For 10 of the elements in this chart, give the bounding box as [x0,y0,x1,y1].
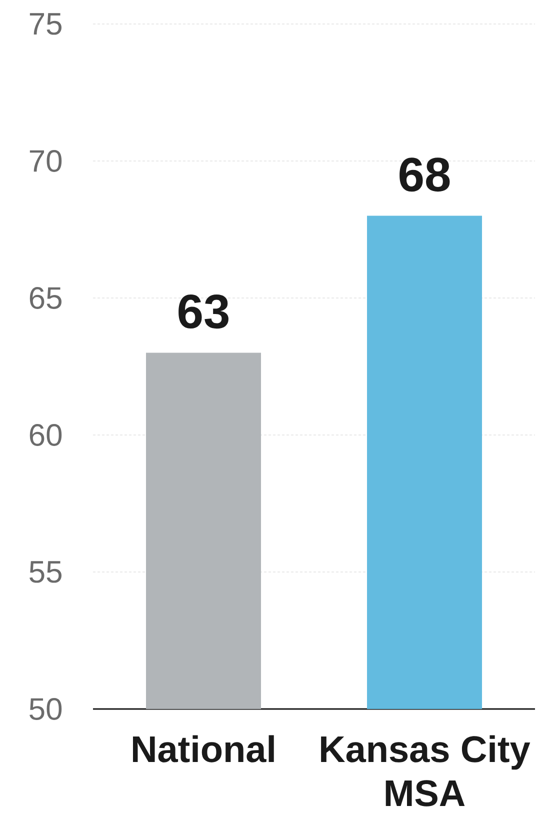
y-tick-label: 60 [30,424,62,446]
x-tick-label: Kansas City MSA [321,735,530,806]
y-tick-label: 50 [30,698,62,720]
y-tick-label: 70 [30,150,62,172]
data-label: 68 [400,158,450,192]
data-label: 63 [178,294,228,329]
y-tick-label: 75 [30,13,62,35]
y-tick-label: 55 [30,561,62,583]
x-tick-label: National [132,735,274,762]
y-tick-label: 65 [30,287,62,309]
